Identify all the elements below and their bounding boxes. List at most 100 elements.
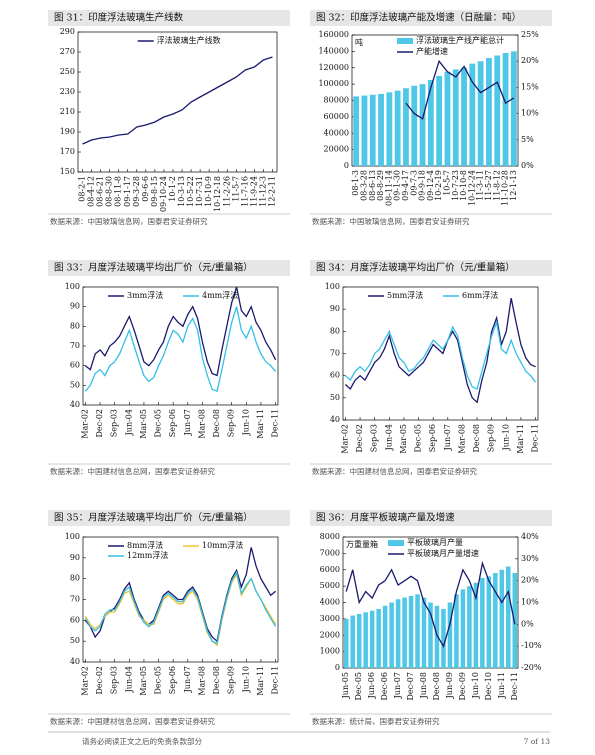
x-tick-label: Sep-06 [168, 409, 177, 437]
bar [427, 80, 434, 166]
x-tick-label: Dec-07 [406, 672, 415, 701]
y-tick-label: 230 [60, 87, 75, 96]
y2-tick-label: 10% [521, 598, 539, 607]
legend-label: 浮法玻璃生产线数 [157, 35, 221, 45]
x-tick-label: 11-10-28 [501, 170, 510, 206]
x-tick-label: Dec-08 [212, 666, 221, 695]
title-band [310, 10, 552, 26]
bar [441, 609, 446, 668]
x-tick-label: Jun-08 [419, 672, 428, 699]
x-tick-label: Dec-05 [154, 666, 163, 695]
x-tick-label: 10-5-7 [442, 170, 451, 196]
y2-tick-label: 25% [521, 30, 539, 39]
x-tick-label: Dec-11 [271, 409, 280, 438]
bar [447, 602, 453, 668]
x-tick-label: 10-3-13 [177, 176, 186, 207]
y-tick-label: 170 [60, 147, 75, 156]
y2-tick-label: 5% [521, 135, 534, 144]
title-band [310, 510, 552, 526]
y-tick-label: 80 [70, 321, 80, 330]
legend-label: 平板玻璃月产量增速 [407, 548, 479, 558]
bar [356, 613, 362, 668]
y2-tick-label: 10% [521, 109, 539, 118]
x-tick-label: 10-1-2 [168, 176, 177, 202]
bar [428, 602, 433, 668]
legend-label: 8mm浮法 [127, 540, 163, 550]
bar [394, 90, 401, 166]
x-tick-label: 11-5-27 [484, 170, 493, 201]
x-tick-label: 10-10-9 [204, 176, 213, 207]
x-tick-label: Mar-08 [197, 409, 206, 439]
y-tick-label: 90 [70, 302, 80, 311]
x-tick-label: Dec-08 [212, 409, 221, 438]
x-tick-label: Dec-08 [472, 424, 481, 453]
x-tick-label: Dec-10 [484, 672, 493, 701]
y-tick-label: 60000 [324, 112, 349, 121]
x-tick-label: 08-11-14 [384, 170, 393, 206]
x-tick-label: 10-12-24 [467, 170, 476, 206]
x-tick-label: 09-6-6 [141, 176, 150, 202]
x-tick-label: 08-6-21 [96, 176, 105, 207]
bar [452, 69, 459, 166]
chart-title: 图 31：印度浮法玻璃生产线数 [54, 12, 184, 24]
x-tick-label: Jun-07 [393, 672, 402, 699]
x-tick-label: 08-4-12 [87, 176, 96, 207]
chart-source: 数据来源：中国建材信息总网，国泰君安证券研究 [312, 466, 477, 476]
y-tick-label: 4000 [320, 598, 340, 607]
bar [369, 94, 376, 166]
y-tick-label: 100 [65, 282, 80, 291]
x-tick-label: Jun-05 [341, 672, 350, 699]
x-tick-label: Dec-02 [95, 409, 104, 438]
bar [350, 615, 355, 668]
y-tick-label: 40000 [324, 128, 349, 137]
bar [473, 582, 479, 668]
legend-label: 平板玻璃月产量 [407, 537, 463, 547]
x-tick-label: Dec-11 [531, 424, 540, 453]
y-tick-label: 50 [70, 636, 80, 645]
x-tick-label: 09-3-28 [132, 176, 141, 207]
bar [477, 61, 484, 167]
chart-title: 图 34：月度浮法玻璃平均出厂价（元/重量箱） [316, 262, 515, 274]
unit-annotation: 吨 [355, 37, 363, 47]
bar [353, 96, 360, 166]
bar [454, 594, 459, 668]
x-tick-label: Sep-06 [428, 424, 437, 452]
unit-annotation: 万重量箱 [346, 539, 378, 549]
x-tick-label: Jun-11 [497, 672, 506, 699]
bar [403, 88, 409, 166]
y-tick-label: 7000 [320, 548, 340, 557]
y-tick-label: 60 [70, 615, 80, 624]
x-tick-label: Jun-04 [124, 409, 133, 436]
line-series [345, 560, 516, 648]
bar [419, 84, 426, 166]
page-number: 7 of 13 [524, 737, 551, 746]
bar [361, 95, 368, 166]
chart-source: 数据来源：中国建材信息总网，国泰君安证券研究 [50, 466, 215, 476]
bar [493, 573, 498, 668]
x-tick-label: Jun-06 [367, 672, 376, 699]
y-tick-label: 150 [60, 167, 75, 176]
x-tick-label: Jun-10 [241, 409, 250, 436]
legend-label: 12mm浮法 [127, 550, 168, 560]
x-tick-label: 12-1-13 [509, 170, 518, 201]
legend-label: 6mm浮法 [462, 290, 498, 300]
y-tick-label: 70 [330, 349, 340, 358]
y-tick-label: 5000 [320, 581, 340, 590]
line-series [84, 570, 277, 645]
y-tick-label: 40 [70, 400, 80, 409]
y-tick-label: 90 [330, 304, 340, 313]
x-tick-label: Mar-05 [139, 666, 148, 696]
x-tick-label: 11-5-7 [231, 176, 240, 202]
bar [376, 609, 381, 668]
legend-label: 10mm浮法 [202, 540, 243, 550]
x-tick-label: Sep-09 [227, 666, 236, 694]
x-tick-label: Dec-09 [458, 672, 467, 701]
legend-label: 3mm浮法 [127, 290, 163, 300]
x-tick-label: 12-2-11 [267, 176, 276, 207]
x-tick-label: Jun-07 [183, 409, 192, 436]
y-tick-label: 80 [70, 574, 80, 583]
y-tick-label: 160000 [318, 30, 349, 39]
y-tick-label: 100000 [318, 79, 349, 88]
bar [411, 85, 418, 166]
